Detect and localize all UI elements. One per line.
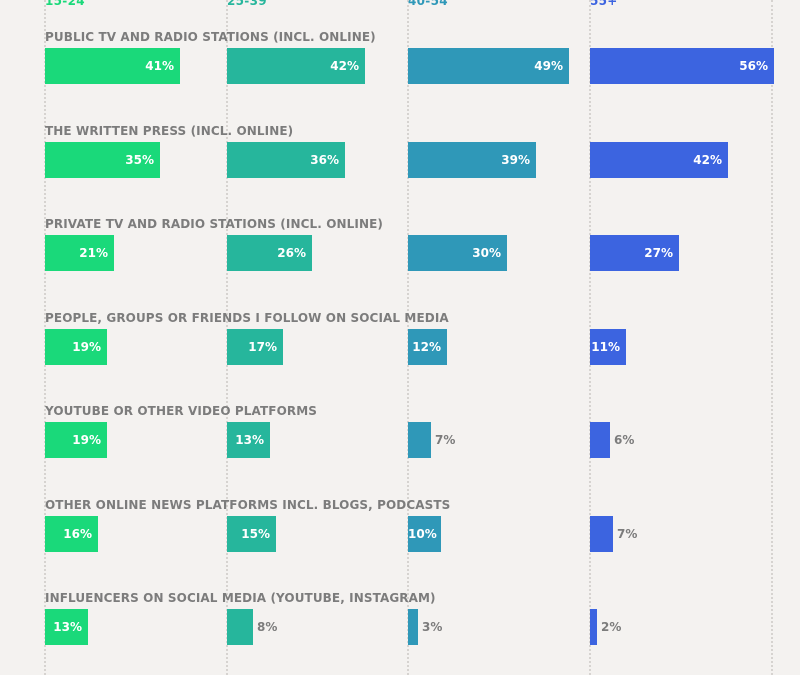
group-label-1: 25-39 (227, 0, 267, 8)
category-label: THE WRITTEN PRESS (INCL. ONLINE) (45, 123, 294, 138)
value-label: 42% (693, 152, 722, 167)
value-label: 21% (79, 246, 108, 260)
bar-2-6 (408, 609, 418, 645)
bar-1-0 (227, 48, 365, 84)
bar-0-3 (45, 328, 107, 365)
value-label: 26% (277, 246, 306, 260)
bar-1-5 (227, 515, 276, 552)
bar-2-2 (408, 235, 507, 271)
bar-3-1 (590, 141, 728, 178)
group-label-0: 15-24 (45, 0, 85, 8)
category-label: PUBLIC TV AND RADIO STATIONS (INCL. ONLI… (45, 30, 376, 44)
value-label: 2% (601, 620, 622, 634)
value-label: 42% (330, 59, 359, 73)
bar-0-5 (45, 515, 98, 552)
value-label: 13% (53, 620, 82, 634)
value-label: 19% (72, 433, 101, 447)
bar-0-2 (45, 235, 114, 271)
value-label: 17% (248, 339, 277, 354)
value-label: 15% (241, 526, 270, 541)
value-label: 3% (422, 620, 443, 634)
value-label: 56% (739, 59, 768, 73)
value-label: 35% (125, 152, 154, 167)
value-label: 27% (644, 246, 673, 260)
category-label: PEOPLE, GROUPS OR FRIENDS I FOLLOW ON SO… (45, 310, 449, 325)
category-label: PRIVATE TV AND RADIO STATIONS (INCL. ONL… (45, 217, 383, 231)
bar-0-4 (45, 422, 107, 458)
bar-1-4 (227, 422, 270, 458)
bar-2-1 (408, 141, 536, 178)
value-label: 49% (534, 59, 563, 73)
bar-3-6 (590, 609, 597, 645)
bar-3-5 (590, 515, 613, 552)
bar-0-6 (45, 609, 88, 645)
bar-1-1 (227, 141, 345, 178)
value-label: 39% (501, 152, 530, 167)
value-label: 16% (63, 526, 92, 541)
value-label: 6% (614, 433, 635, 447)
value-label: 41% (145, 59, 174, 73)
group-label-3: 55+ (590, 0, 618, 8)
grid-line-4 (771, 0, 773, 675)
bar-3-3 (590, 328, 626, 365)
category-label: YOUTUBE OR OTHER VIDEO PLATFORMS (45, 404, 318, 418)
value-label: 19% (72, 339, 101, 354)
bar-1-6 (227, 609, 253, 645)
value-label: 30% (472, 246, 501, 260)
bar-0-0 (45, 48, 180, 84)
bar-2-3 (408, 328, 447, 365)
value-label: 10% (408, 526, 437, 541)
category-label: OTHER ONLINE NEWS PLATFORMS INCL. BLOGS,… (45, 497, 451, 512)
bar-3-4 (590, 422, 610, 458)
value-label: 7% (435, 433, 456, 447)
bar-2-5 (408, 515, 441, 552)
value-label: 7% (617, 526, 638, 541)
bar-3-0 (590, 48, 774, 84)
bar-1-2 (227, 235, 312, 271)
category-label: INFLUENCERS ON SOCIAL MEDIA (YOUTUBE, IN… (45, 591, 436, 605)
value-label: 13% (235, 433, 264, 447)
bar-3-2 (590, 235, 679, 271)
value-label: 8% (257, 620, 278, 634)
value-label: 36% (310, 152, 339, 167)
value-label: 12% (412, 339, 441, 354)
value-label: 11% (591, 339, 620, 354)
group-label-2: 40-54 (408, 0, 448, 8)
bar-0-1 (45, 141, 160, 178)
bar-2-0 (408, 48, 569, 84)
bar-2-4 (408, 422, 431, 458)
bar-1-3 (227, 328, 283, 365)
